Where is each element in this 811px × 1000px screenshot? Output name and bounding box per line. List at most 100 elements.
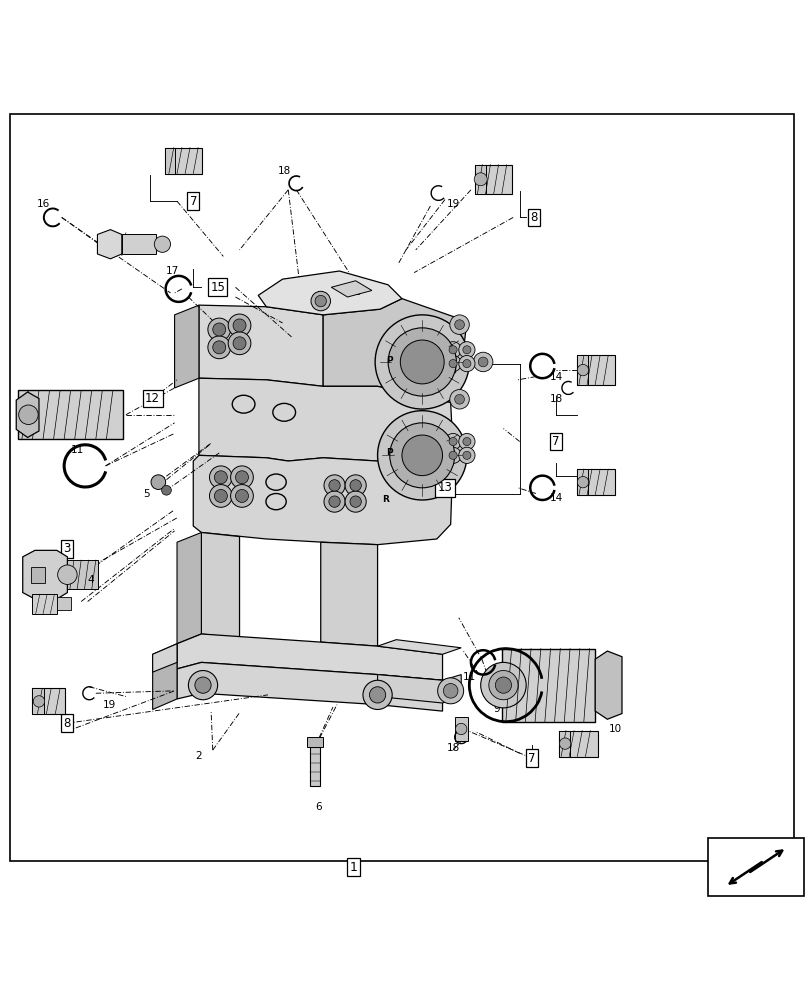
Bar [707,838,803,896]
Circle shape [458,433,474,450]
Circle shape [235,471,248,484]
Text: 9: 9 [493,704,500,714]
Bar [474,165,486,194]
Circle shape [233,319,246,332]
Circle shape [458,342,474,358]
Circle shape [389,423,454,488]
Text: P: P [386,448,393,457]
Circle shape [444,342,461,358]
Bar [165,148,174,174]
Polygon shape [23,550,67,599]
Bar [122,234,156,254]
Circle shape [154,236,170,252]
Circle shape [478,357,487,367]
Polygon shape [331,281,371,297]
Circle shape [401,435,442,476]
Text: 6: 6 [315,802,321,812]
Bar [558,731,569,757]
Text: 3: 3 [62,542,71,555]
Circle shape [345,475,366,496]
Text: LS: LS [349,288,362,297]
Polygon shape [193,451,453,545]
Text: 5: 5 [143,489,149,499]
Bar [18,390,123,439]
Text: 18: 18 [277,166,290,176]
Circle shape [454,394,464,404]
Circle shape [350,496,361,507]
Polygon shape [199,305,323,386]
Text: 14: 14 [549,493,562,503]
Text: 14: 14 [549,372,562,382]
Polygon shape [177,662,442,711]
Circle shape [495,677,511,693]
Circle shape [455,723,466,735]
Text: 8: 8 [62,717,71,730]
Text: P: P [386,356,393,365]
Circle shape [448,437,457,446]
Text: 18: 18 [549,393,562,403]
Circle shape [449,315,469,334]
Text: 7: 7 [551,435,560,448]
Circle shape [400,340,444,384]
Circle shape [448,360,457,368]
Circle shape [448,451,457,459]
Bar [454,717,467,741]
Circle shape [488,671,517,700]
Circle shape [462,360,470,368]
Text: 1: 1 [349,861,357,874]
Bar [32,688,44,714]
Circle shape [474,173,487,186]
Circle shape [388,328,456,396]
Circle shape [480,662,526,708]
Circle shape [437,678,463,704]
Text: 13: 13 [437,481,452,494]
Text: 11: 11 [71,445,84,455]
Circle shape [443,684,457,698]
Circle shape [473,352,492,372]
Circle shape [328,480,340,491]
Bar [307,737,323,747]
Polygon shape [174,305,199,388]
Polygon shape [377,675,461,703]
Bar [576,469,587,495]
Text: 19: 19 [446,199,459,209]
Circle shape [33,696,45,707]
Circle shape [458,355,474,372]
Circle shape [19,405,38,424]
Bar [576,355,587,385]
Circle shape [235,489,248,502]
Circle shape [324,491,345,512]
Circle shape [208,318,230,341]
Polygon shape [201,532,239,638]
Bar [31,567,45,583]
Bar [165,148,202,174]
Circle shape [212,323,225,336]
Text: 8: 8 [530,211,538,224]
Bar [67,560,98,589]
Bar [57,597,71,610]
Bar [32,594,57,614]
Polygon shape [258,271,401,315]
Circle shape [58,565,77,584]
Text: 4: 4 [88,575,94,585]
Circle shape [188,671,217,700]
Circle shape [462,451,470,459]
Polygon shape [177,634,442,680]
Circle shape [214,471,227,484]
Text: 15: 15 [210,281,225,294]
Circle shape [328,496,340,507]
Text: 13: 13 [437,357,452,370]
Circle shape [230,485,253,507]
Circle shape [449,390,469,409]
Text: 16: 16 [36,199,49,209]
Circle shape [345,491,366,512]
Circle shape [448,346,457,354]
Text: 19: 19 [103,700,116,710]
Text: 12: 12 [145,392,160,405]
Polygon shape [16,392,39,437]
Text: 7: 7 [527,752,535,765]
Circle shape [444,355,461,372]
Circle shape [462,346,470,354]
Circle shape [577,476,588,488]
Text: 17: 17 [165,266,178,276]
